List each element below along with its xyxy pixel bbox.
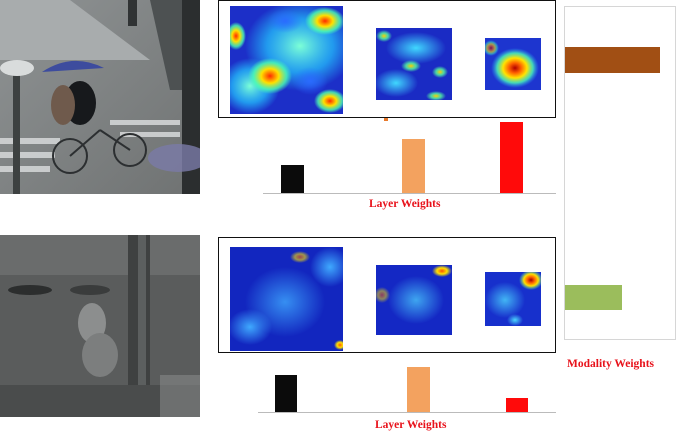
- rgb-photo: [0, 0, 200, 194]
- thermal-photo: [0, 235, 200, 417]
- row2-bar-3: [506, 398, 528, 412]
- row2-baseline: [258, 412, 556, 413]
- row1-baseline: [263, 193, 556, 194]
- modality-caption: Modality Weights: [567, 358, 655, 370]
- modality-bar-thermal: [565, 285, 622, 310]
- row1-layer-weights-chart: [263, 120, 556, 194]
- modality-weights-chart: [564, 6, 676, 340]
- row1-heatmap-medium: [376, 28, 452, 100]
- row1-caption: Layer Weights: [369, 198, 441, 210]
- row2-heatmap-small: [485, 272, 541, 326]
- row2-heatmap-panel: [218, 237, 556, 353]
- row2-bar-2: [407, 367, 430, 412]
- row1-heatmap-panel: [218, 0, 556, 118]
- row1-bar-2: [402, 139, 425, 193]
- row2-bar-1: [275, 375, 297, 412]
- row1-heatmap-small: [485, 38, 541, 90]
- row2-caption: Layer Weights: [375, 419, 447, 431]
- marker: [384, 118, 388, 121]
- row2-layer-weights-chart: [258, 355, 556, 413]
- row2-heatmap-large: [230, 247, 343, 351]
- modality-bar-rgb: [565, 47, 660, 73]
- row2-heatmap-medium: [376, 265, 452, 335]
- row1-heatmap-large: [230, 6, 343, 114]
- row1-bar-1: [281, 165, 304, 193]
- row1-bar-3: [500, 122, 523, 193]
